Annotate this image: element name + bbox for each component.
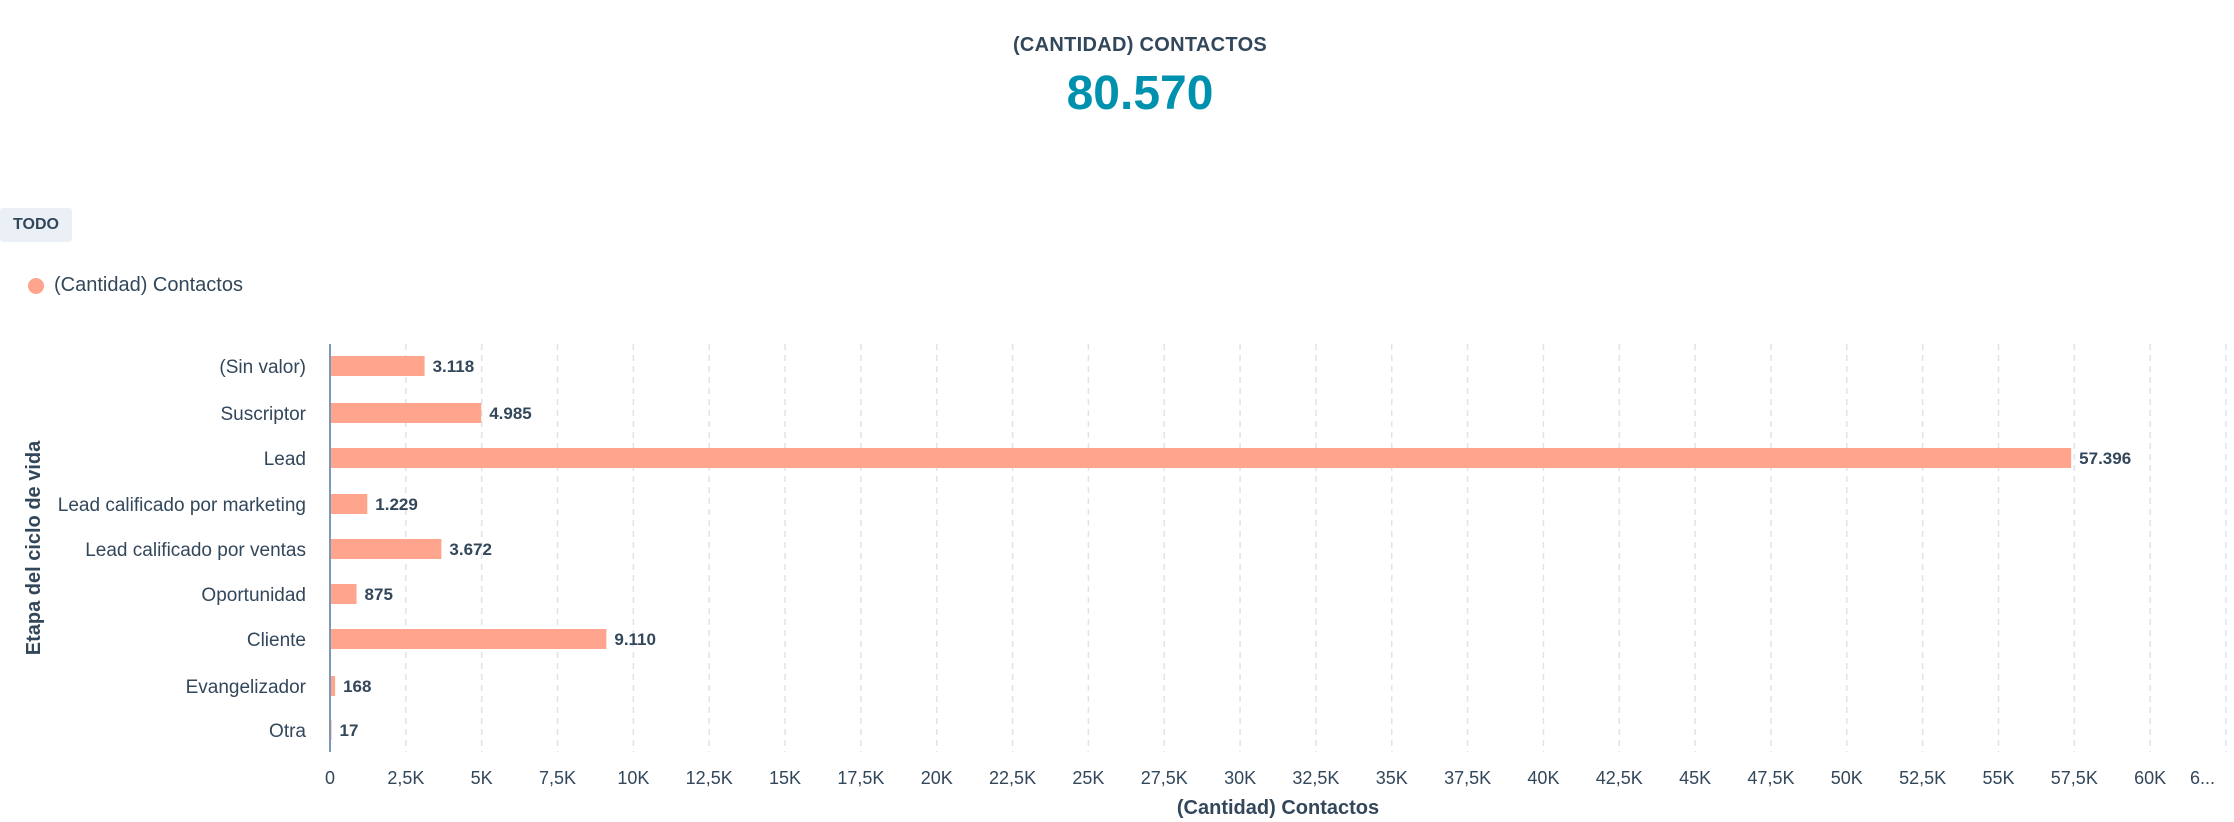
category-label: Lead calificado por ventas <box>85 540 306 561</box>
bar[interactable] <box>330 448 2072 468</box>
category-label: Evangelizador <box>186 677 307 698</box>
x-tick-label: 60K <box>2134 768 2166 788</box>
x-tick-label: 57,5K <box>2051 768 2098 788</box>
legend-color-dot <box>28 277 44 294</box>
category-label: Otra <box>269 721 306 742</box>
x-tick-label: 30K <box>1224 768 1256 788</box>
bar[interactable] <box>330 629 607 649</box>
bar-value-label: 4.985 <box>489 404 532 423</box>
filter-all-chip[interactable]: TODO <box>0 208 72 242</box>
x-tick-label: 37,5K <box>1444 768 1491 788</box>
x-tick-label: 27,5K <box>1141 768 1188 788</box>
y-axis-title: Etapa del ciclo de vida <box>23 440 45 655</box>
x-tick-label: 17,5K <box>837 768 884 788</box>
kpi-title: (CANTIDAD) CONTACTOS <box>1012 34 1268 56</box>
category-labels: (Sin valor) Suscriptor Lead Lead calificado… <box>58 357 307 742</box>
x-tick-label: 35K <box>1376 768 1408 788</box>
bar[interactable] <box>330 356 425 376</box>
x-tick-labels: 0 2,5K 5K 7,5K 10K 12,5K 15K 17,5K 20K 22,5K 25K 27… <box>325 768 2215 788</box>
category-label: Lead <box>264 449 306 470</box>
bar[interactable] <box>330 584 357 604</box>
x-tick-label: 47,5K <box>1747 768 1794 788</box>
x-tick-label: 15K <box>769 768 801 788</box>
x-tick-label: 10K <box>617 768 649 788</box>
category-label: Oportunidad <box>201 585 306 606</box>
chart-legend[interactable]: (Cantidad) Contactos <box>28 274 243 297</box>
grid-lines <box>405 344 2227 752</box>
bar[interactable] <box>330 403 482 423</box>
x-tick-label: 20K <box>921 768 953 788</box>
x-tick-label: 6... <box>2190 768 2215 788</box>
bar-value-label: 168 <box>343 677 371 696</box>
category-label: Cliente <box>247 630 306 651</box>
bar-value-label: 3.118 <box>433 357 475 376</box>
bar-value-label: 9.110 <box>614 630 656 649</box>
x-tick-label: 42,5K <box>1596 768 1643 788</box>
category-label: (Sin valor) <box>219 357 306 378</box>
x-axis-title: (Cantidad) Contactos <box>1177 797 1379 819</box>
category-label: Lead calificado por marketing <box>58 495 306 516</box>
bar-value-label: 3.672 <box>449 540 492 559</box>
category-label: Suscriptor <box>220 404 306 425</box>
x-tick-label: 5K <box>471 768 493 788</box>
kpi-value: 80.570 <box>1066 67 1214 120</box>
bar[interactable] <box>330 676 336 696</box>
bar-value-label: 57.396 <box>2079 449 2131 468</box>
bars: 3.118 4.985 57.396 1.229 3.672 875 9.110 168 17 <box>330 356 2131 740</box>
bar-value-label: 875 <box>365 585 393 604</box>
bar-value-label: 17 <box>340 721 359 740</box>
legend-label: (Cantidad) Contactos <box>54 274 243 296</box>
x-tick-label: 12,5K <box>686 768 733 788</box>
x-tick-label: 50K <box>1831 768 1863 788</box>
bar-value-label: 1.229 <box>375 495 418 514</box>
x-tick-label: 7,5K <box>539 768 576 788</box>
x-tick-label: 32,5K <box>1292 768 1339 788</box>
x-tick-label: 52,5K <box>1899 768 1946 788</box>
x-tick-label: 45K <box>1679 768 1711 788</box>
x-tick-label: 22,5K <box>989 768 1036 788</box>
bar[interactable] <box>330 539 442 559</box>
bar[interactable] <box>330 494 368 514</box>
x-tick-label: 2,5K <box>387 768 424 788</box>
x-tick-label: 40K <box>1527 768 1559 788</box>
x-tick-label: 25K <box>1072 768 1104 788</box>
x-tick-label: 0 <box>325 768 335 788</box>
x-tick-label: 55K <box>1982 768 2014 788</box>
